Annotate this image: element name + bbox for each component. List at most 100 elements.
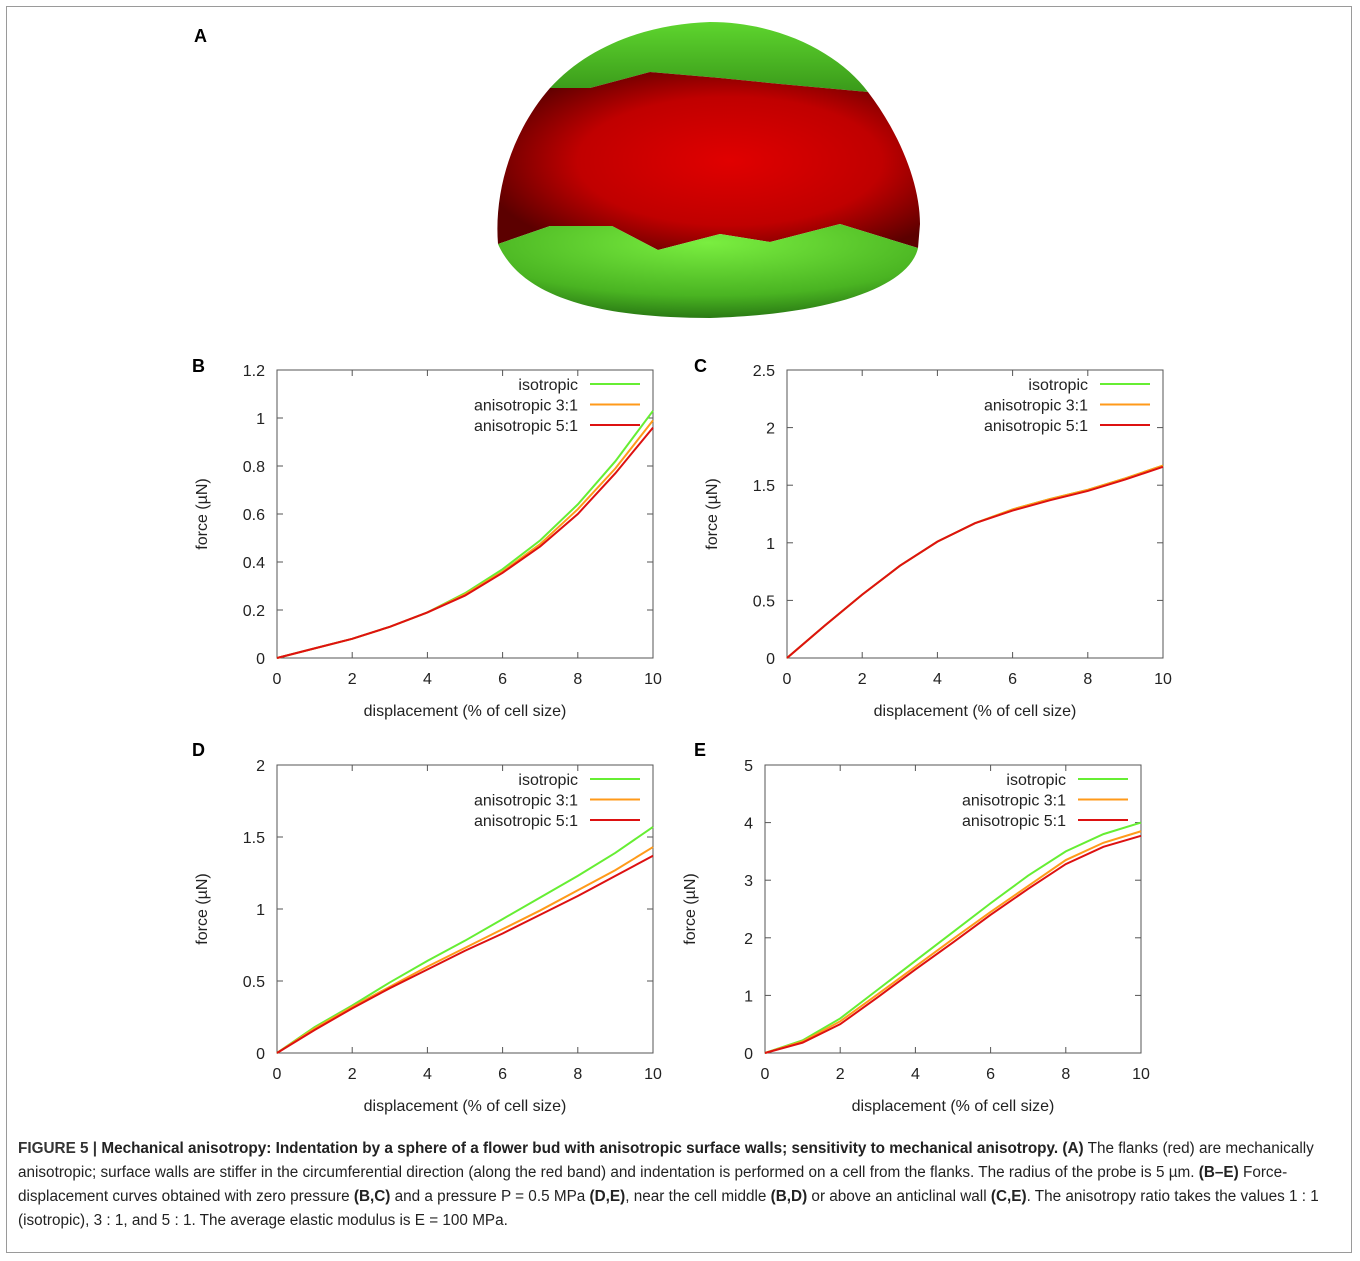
legend-label: isotropic [1006, 772, 1066, 789]
legend-label: anisotropic 3:1 [962, 793, 1066, 810]
plot-area [786, 369, 1164, 659]
x-tick-label: 10 [1154, 671, 1172, 688]
y-tick-label: 0 [256, 651, 265, 668]
series-line-2 [764, 834, 1142, 1054]
y-axis-label: force (µN) [682, 873, 699, 944]
caption-ref-de: (D,E) [589, 1188, 626, 1205]
caption-figure-label: FIGURE 5 | [18, 1140, 102, 1157]
panel-label-b: B [192, 356, 205, 376]
y-tick-label: 1.2 [243, 363, 265, 380]
series-line-2 [276, 854, 654, 1054]
legend-label: anisotropic 5:1 [962, 813, 1066, 830]
y-tick-label: 1.5 [753, 478, 775, 495]
chart-e-svg: 0 2 4 6 8 10 0 1 2 3 4 5 displacement (% of cell siz… [682, 758, 1150, 1115]
x-axis-label: displacement (% of cell size) [364, 1098, 567, 1115]
caption-text-5: or above an anticlinal wall [807, 1188, 991, 1205]
x-tick-label: 4 [911, 1066, 920, 1083]
chart-panel-c: 0 2 4 6 8 10 0 0.5 1 1.5 2 2.5 displacement (% of ce… [690, 350, 1210, 730]
y-tick-label: 0.8 [243, 459, 265, 476]
x-tick-label: 0 [761, 1066, 770, 1083]
legend-label: anisotropic 5:1 [474, 813, 578, 830]
y-tick-label: 1.5 [243, 830, 265, 847]
caption-text-1: The flanks (red) are mechanically anisot… [18, 1140, 1314, 1181]
bud-top-cap [550, 22, 868, 92]
caption-text-3: and a pressure P = 0.5 MPa [390, 1188, 590, 1205]
series-line-2 [786, 465, 1164, 659]
caption-text-2: Force-displacement curves obtained with … [18, 1164, 1288, 1205]
legend-label: anisotropic 3:1 [474, 398, 578, 415]
y-tick-label: 2 [256, 758, 265, 775]
caption-text-4: , near the cell middle [625, 1188, 771, 1205]
x-tick-label: 6 [498, 671, 507, 688]
x-tick-label: 10 [644, 671, 662, 688]
x-tick-label: 0 [273, 1066, 282, 1083]
figure-caption: FIGURE 5 | Mechanical anisotropy: Indent… [18, 1137, 1340, 1233]
series-line-1 [276, 846, 654, 1054]
y-tick-label: 0.6 [243, 507, 265, 524]
x-tick-label: 10 [1132, 1066, 1150, 1083]
x-tick-label: 4 [423, 671, 432, 688]
y-tick-label: 1 [744, 988, 753, 1005]
series-line-1 [764, 830, 1142, 1054]
chart-panel-d: 0 2 4 6 8 10 0 0.5 1 1.5 2 displacement (% of cell … [180, 745, 700, 1125]
x-tick-label: 6 [1008, 671, 1017, 688]
y-tick-label: 1 [256, 902, 265, 919]
caption-ref-be: (B–E) [1198, 1164, 1239, 1181]
y-axis-label: force (µN) [704, 478, 721, 549]
y-tick-label: 0 [766, 651, 775, 668]
x-tick-label: 2 [836, 1066, 845, 1083]
chart-panel-e: 0 2 4 6 8 10 0 1 2 3 4 5 displacement (% of cell siz… [668, 745, 1188, 1125]
x-axis-label: displacement (% of cell size) [364, 703, 567, 720]
caption-ref-ce: (C,E) [990, 1188, 1027, 1205]
y-tick-label: 4 [744, 816, 753, 833]
x-tick-label: 6 [986, 1066, 995, 1083]
chart-b-svg: 0 2 4 6 8 10 0 0.2 0.4 0.6 0.8 1 1.2 displacement (% … [194, 363, 662, 720]
plot-area [764, 764, 1142, 1054]
caption-ref-bd: (B,D) [770, 1188, 808, 1205]
legend-label: isotropic [518, 772, 578, 789]
caption-ref-a: (A) [1062, 1140, 1084, 1157]
x-tick-label: 0 [273, 671, 282, 688]
y-tick-label: 0.4 [243, 555, 265, 572]
x-tick-label: 6 [498, 1066, 507, 1083]
y-tick-label: 2.5 [753, 363, 775, 380]
caption-ref-bc: (B,C) [353, 1188, 391, 1205]
y-tick-label: 0.5 [243, 974, 265, 991]
x-tick-label: 8 [573, 1066, 582, 1083]
plot-area [276, 369, 654, 659]
series-line-1 [276, 419, 654, 659]
x-tick-label: 8 [573, 671, 582, 688]
y-tick-label: 2 [766, 421, 775, 438]
figure-frame [6, 6, 1352, 1253]
series-line-0 [276, 410, 654, 659]
series-line-0 [764, 821, 1142, 1054]
chart-panel-b: 0 2 4 6 8 10 0 0.2 0.4 0.6 0.8 1 1.2 displacement (% … [180, 350, 700, 730]
caption-text-6: . The anisotropy ratio takes the values … [18, 1188, 1319, 1229]
panel-label-d: D [192, 740, 205, 760]
bud-bottom-band [498, 224, 918, 318]
x-tick-label: 8 [1061, 1066, 1070, 1083]
chart-d-svg: 0 2 4 6 8 10 0 0.5 1 1.5 2 displacement (% of cell … [194, 758, 662, 1115]
y-axis-label: force (µN) [194, 873, 211, 944]
y-tick-label: 0 [256, 1046, 265, 1063]
x-tick-label: 8 [1083, 671, 1092, 688]
legend-label: anisotropic 5:1 [984, 418, 1088, 435]
series-line-2 [276, 426, 654, 659]
x-tick-label: 0 [783, 671, 792, 688]
series-line-0 [276, 826, 654, 1054]
y-axis-label: force (µN) [194, 478, 211, 549]
x-tick-label: 10 [644, 1066, 662, 1083]
y-tick-label: 0.2 [243, 603, 265, 620]
chart-c-svg: 0 2 4 6 8 10 0 0.5 1 1.5 2 2.5 displacement (% of ce… [704, 363, 1172, 720]
y-tick-label: 0 [744, 1046, 753, 1063]
legend-label: anisotropic 5:1 [474, 418, 578, 435]
x-axis-label: displacement (% of cell size) [852, 1098, 1055, 1115]
x-tick-label: 4 [423, 1066, 432, 1083]
y-tick-label: 1 [256, 411, 265, 428]
panel-label-c: C [694, 356, 707, 376]
x-tick-label: 2 [348, 1066, 357, 1083]
x-tick-label: 4 [933, 671, 942, 688]
legend-label: anisotropic 3:1 [984, 398, 1088, 415]
panel-label-a: A [194, 26, 207, 46]
caption-title: Mechanical anisotropy: Indentation by a … [101, 1140, 1059, 1157]
